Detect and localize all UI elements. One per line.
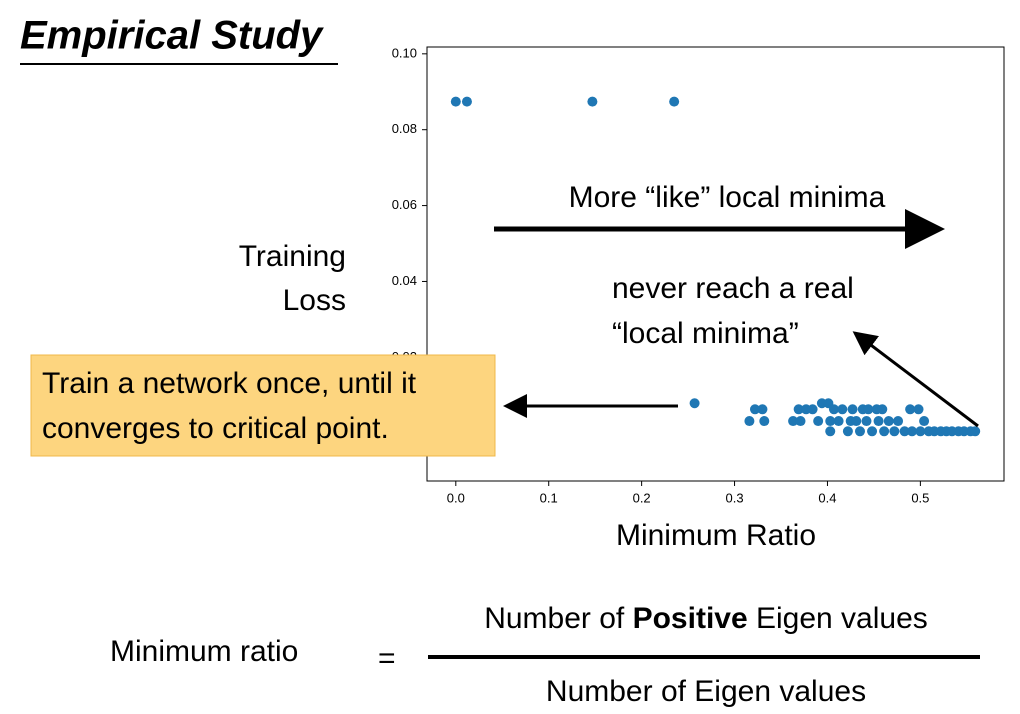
point [833, 416, 844, 427]
annotation-arrow [852, 331, 979, 428]
point [795, 416, 806, 427]
annotation: never reach a real [612, 272, 854, 305]
point [450, 96, 461, 107]
point [461, 96, 472, 107]
plot: 0.000.020.040.060.080.100.00.10.20.30.40… [392, 45, 1005, 505]
point [913, 404, 924, 415]
plot-frame [426, 46, 1005, 482]
x-tick-label: 0.4 [818, 490, 836, 505]
point [788, 416, 799, 427]
x-tick-label: 0.0 [447, 490, 465, 505]
point [825, 426, 836, 437]
point [851, 416, 862, 427]
point [877, 404, 888, 415]
point [883, 416, 894, 427]
point [907, 426, 918, 437]
y-label: Training [239, 240, 346, 273]
y-label: Loss [283, 284, 346, 317]
y-tick-label: 0.04 [392, 273, 417, 288]
formula-left: Minimum ratio [110, 635, 298, 668]
point [842, 426, 853, 437]
point [757, 404, 768, 415]
point [905, 404, 916, 415]
point [867, 426, 878, 437]
point [669, 96, 680, 107]
callout-box [30, 354, 496, 457]
point [893, 416, 904, 427]
callout-text: converges to critical point. [42, 412, 389, 445]
point [587, 96, 598, 107]
point [915, 426, 926, 437]
callout-text: Train a network once, until it [42, 367, 417, 400]
point [749, 404, 760, 415]
point [847, 404, 858, 415]
point [879, 426, 890, 437]
point [807, 404, 818, 415]
point [813, 416, 824, 427]
point [793, 404, 804, 415]
point [873, 416, 884, 427]
point [854, 426, 865, 437]
x-label: Minimum Ratio [616, 519, 816, 552]
point [970, 426, 981, 437]
formula-denominator: Number of Eigen values [546, 675, 866, 708]
formula-numerator: Number of Positive Eigen values [484, 602, 928, 635]
y-tick-label: 0.06 [392, 197, 417, 212]
point [899, 426, 910, 437]
x-tick-label: 0.1 [540, 490, 558, 505]
point [825, 416, 836, 427]
point [919, 416, 930, 427]
formula-text: Number of [484, 602, 632, 635]
x-tick-label: 0.5 [911, 490, 929, 505]
annotation: More “like” local minima [569, 181, 886, 214]
point [863, 404, 874, 415]
formula-equals: = [378, 642, 396, 675]
point [759, 416, 770, 427]
annotation: “local minima” [612, 317, 799, 350]
point [744, 416, 755, 427]
slide-title: Empirical Study [20, 14, 324, 58]
y-tick-label: 0.10 [392, 45, 417, 60]
y-tick-label: 0.08 [392, 121, 417, 136]
x-tick-label: 0.3 [726, 490, 744, 505]
point [689, 398, 700, 409]
formula-text: Positive [633, 602, 748, 635]
x-tick-label: 0.2 [633, 490, 651, 505]
point [837, 404, 848, 415]
point [828, 404, 839, 415]
formula-text: Eigen values [748, 602, 928, 635]
point [861, 416, 872, 427]
point [889, 426, 900, 437]
